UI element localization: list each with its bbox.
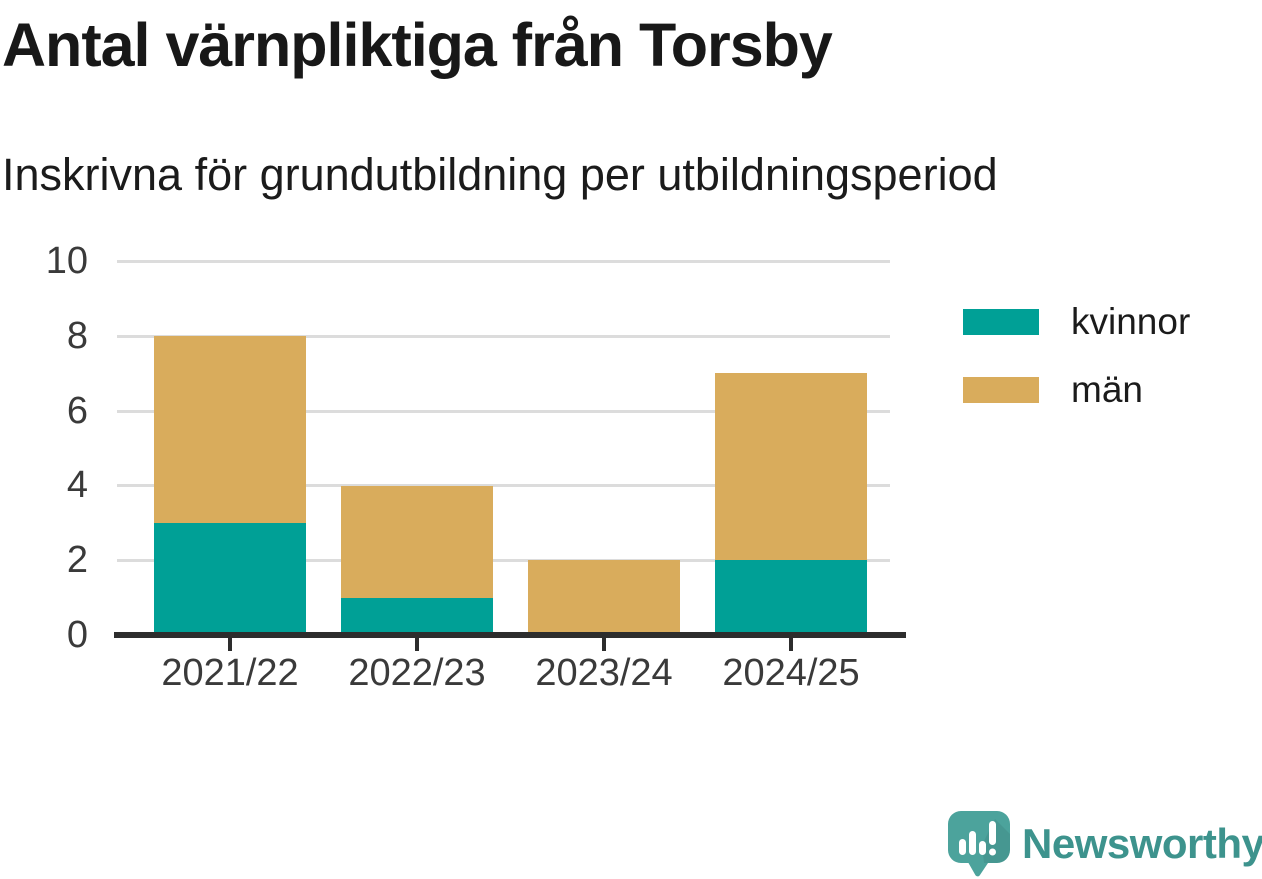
y-axis-tick-label: 0	[66, 614, 88, 656]
gridline	[117, 335, 890, 338]
y-axis-tick-label: 6	[66, 390, 88, 432]
bar-segment-män-2023/24	[528, 560, 680, 635]
gridline	[117, 260, 890, 263]
y-axis-tick-label: 10	[45, 240, 88, 282]
x-axis-tick-mark	[789, 638, 793, 651]
legend-swatch-man	[963, 377, 1039, 403]
legend-swatch-kvinnor	[963, 309, 1039, 335]
bar-segment-kvinnor-2022/23	[341, 598, 493, 635]
legend-label-kvinnor: kvinnor	[1071, 301, 1191, 342]
gridline	[117, 559, 890, 562]
legend-label-man: män	[1071, 369, 1143, 410]
bar-segment-kvinnor-2024/25	[715, 560, 867, 635]
chart-subtitle: Inskrivna för grundutbildning per utbild…	[2, 149, 998, 200]
x-axis-tick-mark	[228, 638, 232, 651]
chart-title: Antal värnpliktiga från Torsby	[2, 11, 833, 79]
y-axis-tick-label: 8	[66, 315, 88, 357]
legend: kvinnor män	[963, 303, 1190, 439]
x-axis-tick-mark	[602, 638, 606, 651]
x-axis-tick-label-2023/24: 2023/24	[535, 652, 673, 694]
bar-segment-män-2024/25	[715, 373, 867, 560]
bar-segment-män-2022/23	[341, 486, 493, 598]
x-axis-tick-label-2024/25: 2024/25	[722, 652, 860, 694]
newsworthy-branding: Newsworthy	[948, 811, 1262, 877]
y-axis-tick-label: 4	[66, 464, 88, 506]
newsworthy-speech-bubble-chart-icon	[948, 811, 1010, 877]
legend-item-kvinnor: kvinnor	[963, 303, 1190, 341]
x-axis-tick-label-2021/22: 2021/22	[161, 652, 299, 694]
bar-segment-män-2021/22	[154, 336, 306, 523]
x-axis-tick-label-2022/23: 2022/23	[348, 652, 486, 694]
gridline	[117, 484, 890, 487]
newsworthy-wordmark: Newsworthy	[1022, 820, 1262, 867]
x-axis-tick-mark	[415, 638, 419, 651]
x-axis-line	[114, 632, 906, 638]
gridline	[117, 410, 890, 413]
legend-item-man: män	[963, 371, 1190, 409]
bar-segment-kvinnor-2021/22	[154, 523, 306, 635]
y-axis-tick-label: 2	[66, 539, 88, 581]
